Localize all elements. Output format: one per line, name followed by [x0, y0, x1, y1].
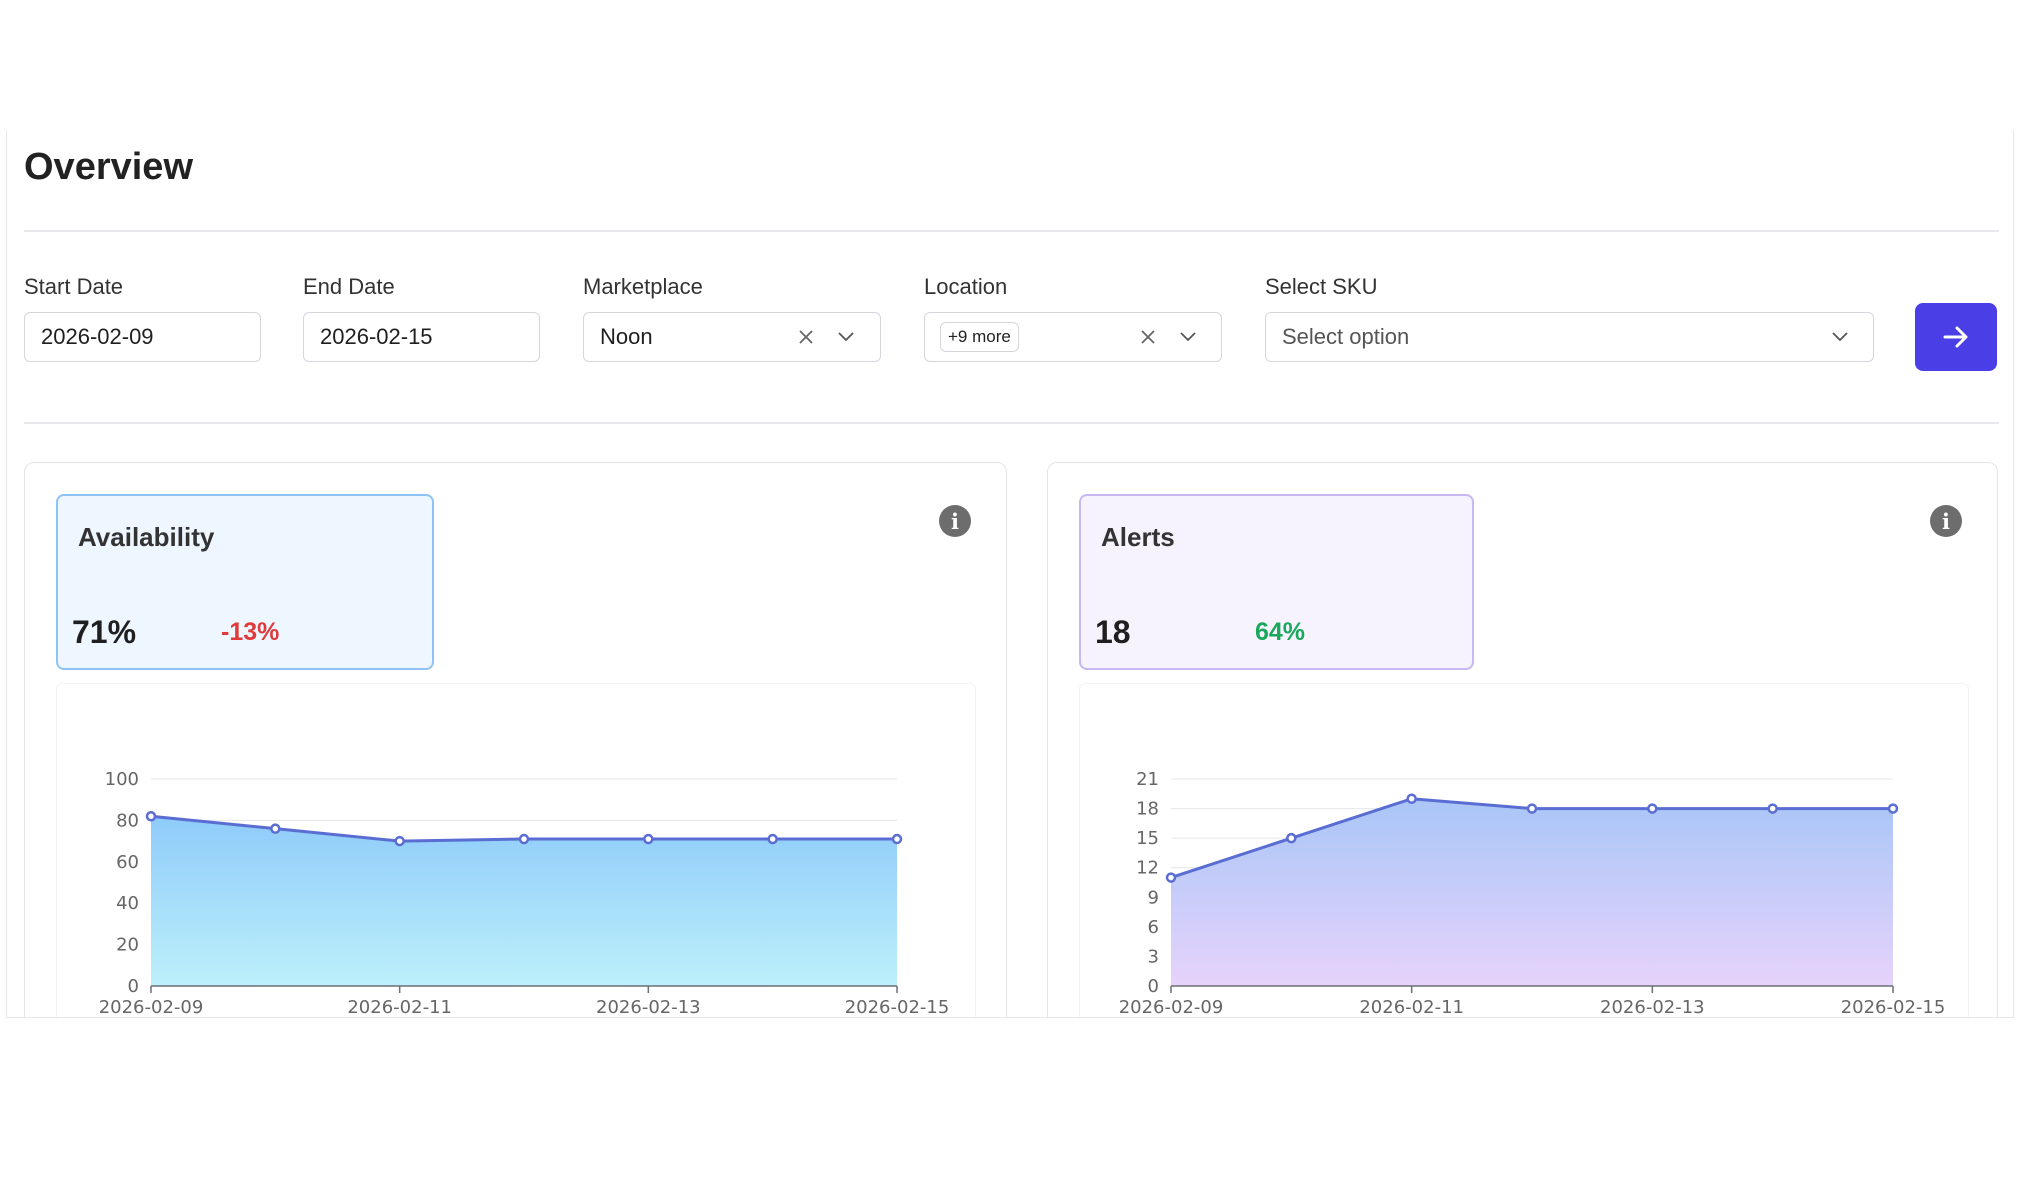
metric-value: 71% [72, 614, 137, 650]
y-tick-label: 3 [1148, 946, 1159, 967]
y-tick-label: 40 [116, 893, 139, 914]
marketplace-select[interactable]: Noon [583, 312, 881, 362]
x-tick-label: 2026-02-13 [1600, 997, 1705, 1018]
metric-change: -13% [221, 618, 280, 646]
data-point [1286, 832, 1297, 844]
marketplace-value: Noon [600, 324, 653, 349]
start-date-input[interactable]: 2026-02-09 [24, 312, 261, 362]
alerts-metric-box: Alerts 18 64% [1079, 494, 1474, 670]
availability-chart: 0 20 40 60 80 100 2026-02-09 2026-02-11 2026-02-… [56, 683, 976, 1018]
data-point [270, 823, 281, 834]
data-point [643, 833, 654, 845]
metric-title: Alerts [1101, 522, 1175, 552]
y-tick-label: 80 [116, 810, 139, 831]
series-area [1171, 798, 1893, 986]
end-date-label: End Date [303, 274, 395, 299]
data-point [394, 835, 405, 847]
y-tick-label: 100 [105, 769, 139, 790]
arrow-right-icon [1943, 326, 1968, 348]
page-title: Overview [24, 146, 193, 188]
x-tick-label: 2026-02-15 [1841, 997, 1946, 1018]
location-chevron-down-icon[interactable] [1176, 325, 1200, 349]
metric-value: 18 [1095, 614, 1131, 650]
alerts-chart-svg: 0 3 6 9 12 15 18 21 2026-02-09 2026-02-11 2026-02-… [1119, 769, 1946, 1018]
start-date-label: Start Date [24, 274, 124, 299]
end-date-input[interactable]: 2026-02-15 [303, 312, 540, 362]
info-icon[interactable]: i [1930, 505, 1962, 537]
filters-divider [24, 422, 1999, 424]
metric-title: Availability [78, 522, 215, 552]
marketplace-chevron-down-icon[interactable] [834, 325, 858, 349]
y-tick-label: 12 [1136, 858, 1159, 879]
data-point [1647, 803, 1658, 814]
y-tick-label: 9 [1148, 887, 1159, 908]
apply-filters-button[interactable] [1915, 303, 1997, 371]
x-tick-label: 2026-02-11 [1359, 997, 1464, 1018]
data-point [891, 833, 903, 845]
data-point [767, 833, 778, 845]
alerts-chart: 0 3 6 9 12 15 18 21 2026-02-09 2026-02-11 2026-02-… [1079, 683, 1969, 1018]
overview-panel: Overview Start Date 2026-02-09 End Date … [6, 130, 2014, 1018]
marketplace-clear-icon[interactable] [794, 325, 818, 349]
location-select[interactable]: +9 more [924, 312, 1222, 362]
data-point [1165, 872, 1177, 883]
data-point [1526, 803, 1538, 814]
availability-card: Availability 71% -13% i 0 20 40 60 80 100 2026… [24, 462, 1007, 1018]
start-date-value: 2026-02-09 [41, 324, 154, 349]
x-tick-label: 2026-02-09 [99, 997, 204, 1018]
data-point [1406, 793, 1417, 804]
data-point [1887, 803, 1899, 814]
end-date-value: 2026-02-15 [320, 324, 433, 349]
y-tick-label: 0 [128, 976, 139, 997]
metric-change: 64% [1255, 618, 1306, 646]
data-point [1767, 803, 1778, 814]
location-clear-icon[interactable] [1136, 325, 1160, 349]
y-tick-label: 60 [116, 852, 139, 873]
sku-label: Select SKU [1265, 274, 1378, 299]
marketplace-label: Marketplace [583, 274, 703, 299]
y-tick-label: 6 [1148, 917, 1159, 938]
data-point [145, 811, 157, 822]
sku-select[interactable]: Select option [1265, 312, 1874, 362]
y-tick-label: 20 [116, 935, 139, 956]
y-tick-label: 18 [1136, 799, 1159, 820]
x-tick-label: 2026-02-15 [845, 997, 950, 1018]
info-icon[interactable]: i [939, 505, 971, 537]
location-label: Location [924, 274, 1008, 299]
x-tick-label: 2026-02-13 [596, 997, 701, 1018]
y-tick-label: 0 [1148, 976, 1159, 997]
location-more-tag[interactable]: +9 more [940, 322, 1019, 352]
series-area [151, 816, 897, 986]
x-tick-label: 2026-02-11 [347, 997, 452, 1018]
y-tick-label: 15 [1136, 828, 1159, 849]
y-tick-label: 21 [1136, 769, 1159, 790]
data-point [518, 833, 530, 845]
availability-metric-box: Availability 71% -13% [56, 494, 434, 670]
alerts-card: Alerts 18 64% i 0 3 6 9 12 15 18 21 2026-02-09 20… [1047, 462, 1998, 1018]
sku-chevron-down-icon[interactable] [1828, 325, 1852, 349]
sku-placeholder: Select option [1282, 324, 1410, 349]
header-divider [24, 230, 1999, 232]
availability-chart-svg: 0 20 40 60 80 100 2026-02-09 2026-02-11 2026-02-… [99, 769, 950, 1018]
x-tick-label: 2026-02-09 [1119, 997, 1224, 1018]
